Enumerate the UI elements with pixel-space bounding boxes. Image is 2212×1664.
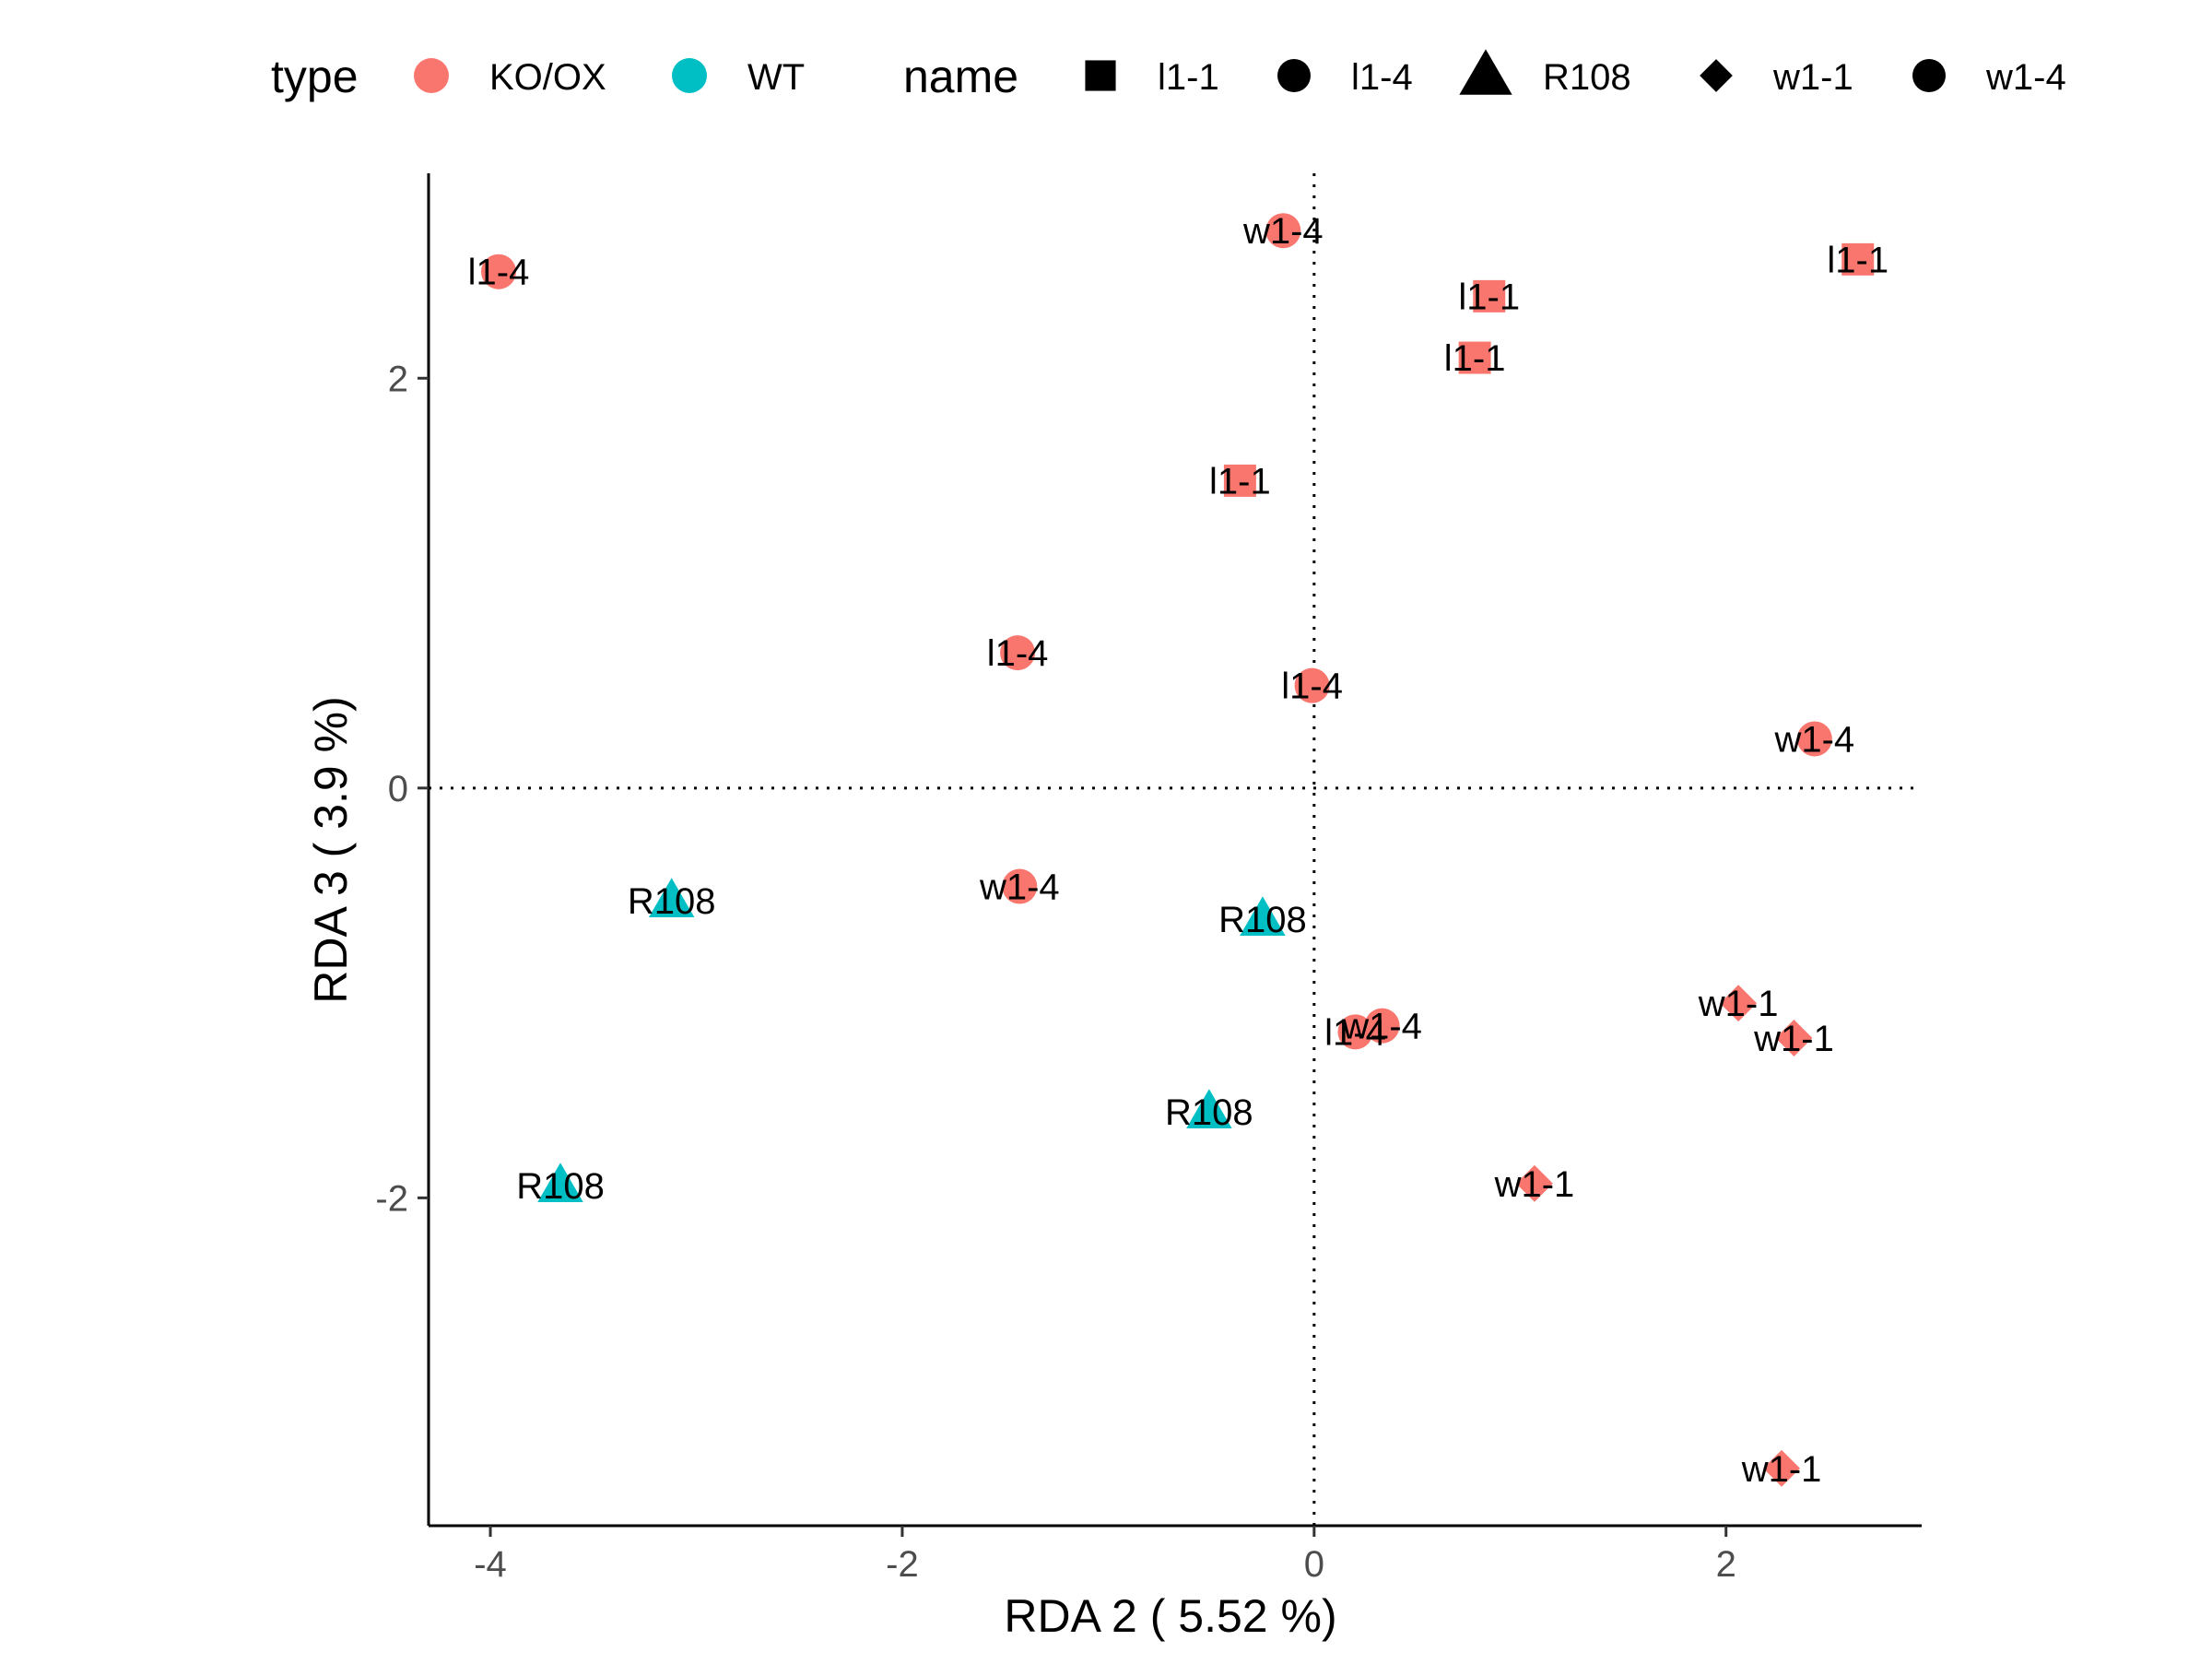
data-point	[1473, 279, 1506, 313]
point-label: l1-1	[1458, 277, 1520, 317]
data-point	[1000, 635, 1036, 671]
point-label: w1-4	[1773, 719, 1854, 760]
legend-name-title: name	[903, 51, 1018, 102]
y-tick-label: 2	[388, 359, 408, 399]
point-labels: w1-4l1-4 l1-1l1-1l1-1l1-1l1-4l1-4w1-4R108…	[468, 211, 1888, 1490]
data-point	[1002, 868, 1038, 904]
x-tick-label: 2	[1716, 1544, 1736, 1585]
y-tick-label: 0	[388, 769, 408, 809]
legend-type-title: type	[271, 51, 359, 102]
point-label: l1-4	[468, 253, 530, 293]
point-label: l1-1	[1209, 461, 1271, 502]
point-label: w1-4	[1341, 1007, 1422, 1047]
point-label: w1-1	[1698, 984, 1779, 1024]
point-label: w1-1	[1494, 1164, 1575, 1205]
legend: type KO/OX WT name l1-1 l1-4 R108 w1-1 w1-4	[271, 49, 2066, 102]
legend-name-key	[1700, 59, 1733, 92]
legend-type-entries: KO/OX WT	[414, 57, 805, 98]
x-tick-label: 0	[1304, 1544, 1324, 1585]
point-label: l1-4	[987, 633, 1049, 674]
point-label: l1-1	[1444, 338, 1506, 379]
data-point	[1763, 1449, 1801, 1487]
data-point	[1223, 464, 1256, 497]
legend-name-key	[1912, 59, 1946, 92]
point-label: w1-1	[1753, 1019, 1834, 1059]
legend-name-key	[1085, 60, 1116, 91]
point-label: R108	[1165, 1092, 1253, 1133]
point-label: R108	[628, 881, 716, 922]
legend-name-label: w1-4	[1985, 57, 2066, 98]
point-label: R108	[516, 1166, 605, 1207]
legend-type-key	[414, 58, 449, 93]
point-label: l1-4	[1324, 1012, 1386, 1053]
point-label: w1-4	[1242, 211, 1324, 252]
legend-name-label: w1-1	[1772, 57, 1853, 98]
data-point	[1265, 213, 1301, 249]
reference-lines	[429, 173, 1922, 1526]
x-axis-title: RDA 2 ( 5.52 %)	[1004, 1590, 1336, 1642]
data-point	[1775, 1020, 1813, 1056]
legend-name-key	[1459, 49, 1512, 95]
y-axis-title: RDA 3 ( 3.9 %)	[305, 696, 357, 1003]
y-tick-label: -2	[375, 1178, 408, 1219]
data-point	[1458, 341, 1491, 374]
data-points	[480, 213, 1875, 1487]
data-point	[1240, 896, 1286, 937]
data-point	[1364, 1008, 1400, 1044]
axes: -4 -2 0 2 -2 0 2	[375, 173, 1922, 1585]
data-point	[648, 878, 695, 918]
legend-name-label: R108	[1543, 57, 1631, 98]
legend-name-entries: l1-1 l1-4 R108 w1-1 w1-4	[1085, 49, 2066, 98]
point-label: w1-4	[979, 867, 1060, 908]
data-point	[1841, 242, 1875, 276]
x-tick-label: -2	[886, 1544, 919, 1585]
point-label: l1-4	[1281, 667, 1343, 707]
point-label: l1-1	[1827, 240, 1888, 280]
data-point	[480, 254, 516, 289]
data-point	[1515, 1164, 1553, 1202]
point-label: R108	[1218, 900, 1307, 940]
legend-name-label: l1-1	[1158, 57, 1219, 98]
data-point	[1796, 721, 1832, 757]
data-point	[537, 1162, 583, 1202]
data-point	[1186, 1089, 1232, 1128]
legend-type-key	[672, 58, 707, 93]
data-point	[1337, 1014, 1373, 1050]
legend-name-key	[1277, 59, 1311, 92]
legend-type-label: KO/OX	[489, 57, 606, 98]
legend-name-label: l1-4	[1351, 57, 1413, 98]
point-label: w1-1	[1741, 1449, 1822, 1490]
legend-type-label: WT	[747, 57, 805, 98]
x-tick-label: -4	[474, 1544, 507, 1585]
data-point	[1294, 667, 1330, 703]
data-point	[1720, 985, 1758, 1022]
